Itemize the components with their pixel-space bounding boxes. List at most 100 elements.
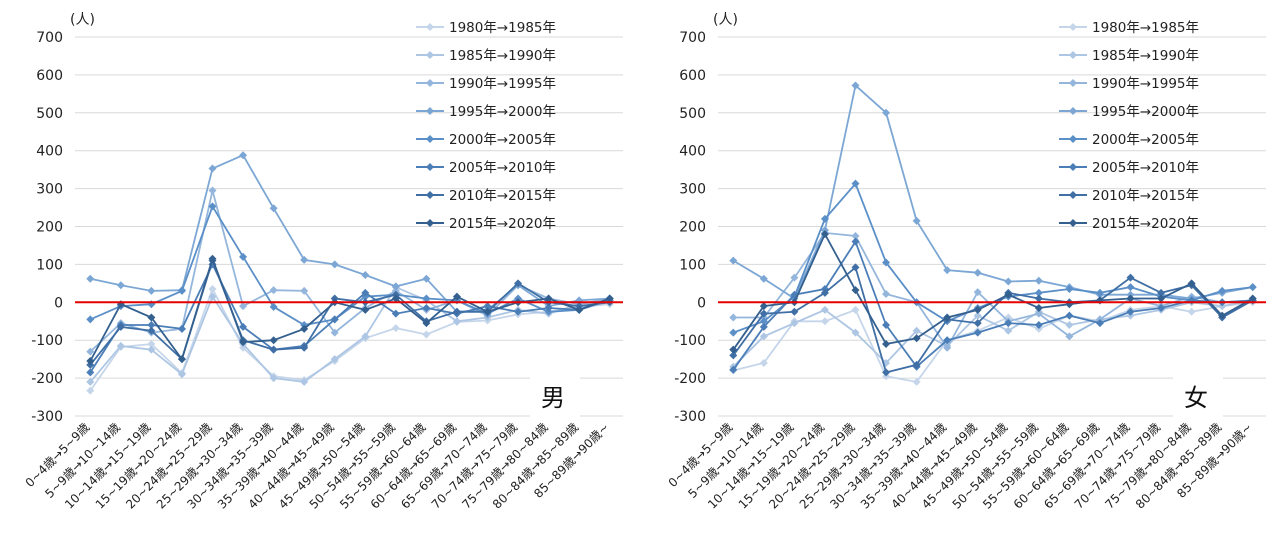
data-point <box>1065 321 1074 330</box>
data-point <box>1034 321 1043 330</box>
data-point <box>208 285 217 294</box>
y-tick-label: 200 <box>679 220 706 236</box>
data-point <box>1034 309 1043 318</box>
data-point <box>391 324 400 333</box>
data-point <box>1248 294 1257 303</box>
data-point <box>729 328 738 337</box>
y-tick-label: -100 <box>31 333 63 349</box>
data-point <box>790 319 799 328</box>
panel-label: 女 <box>1184 384 1208 412</box>
series-line <box>732 181 1253 334</box>
y-tick-label: 700 <box>36 30 63 46</box>
data-point <box>759 358 768 367</box>
data-point <box>208 292 217 301</box>
data-point <box>116 322 125 331</box>
data-point <box>422 294 431 303</box>
chart-panel-male: 7006005004003002001000-100-200-300(人)0~4… <box>23 12 623 512</box>
data-point <box>452 292 461 301</box>
legend-marker <box>426 79 434 87</box>
legend-marker <box>426 219 434 227</box>
data-point <box>300 286 309 295</box>
data-point <box>729 365 738 374</box>
legend-marker <box>1069 135 1077 143</box>
data-point <box>361 271 370 280</box>
y-tick-label: 200 <box>36 220 63 236</box>
data-point <box>177 370 186 379</box>
data-point <box>882 321 891 330</box>
data-point <box>1218 286 1227 295</box>
data-point <box>86 347 95 356</box>
data-point <box>1218 311 1227 320</box>
legend-label: 2005年→2010年 <box>449 160 556 176</box>
legend-label: 2000年→2005年 <box>449 132 556 148</box>
legend-label: 1990年→1995年 <box>1092 76 1199 92</box>
data-point <box>1187 307 1196 316</box>
y-unit-label: (人) <box>713 12 738 28</box>
data-point <box>147 326 156 335</box>
data-point <box>116 341 125 350</box>
data-point <box>1126 307 1135 316</box>
series-line <box>89 286 610 392</box>
data-point <box>544 294 553 303</box>
data-point <box>361 332 370 341</box>
data-point <box>820 305 829 314</box>
series-line <box>732 299 1253 368</box>
data-point <box>759 317 768 326</box>
data-point <box>943 266 952 275</box>
y-tick-label: 500 <box>679 106 706 122</box>
series-line <box>733 231 1253 350</box>
data-point <box>1126 283 1135 292</box>
y-tick-label: 0 <box>54 295 63 311</box>
legend-label: 2010年→2015年 <box>1092 188 1199 204</box>
legend-label: 1985年→1990年 <box>1092 48 1199 64</box>
y-tick-label: 700 <box>679 30 706 46</box>
legend-marker <box>426 135 434 143</box>
data-point <box>177 324 186 333</box>
data-point <box>1095 319 1104 328</box>
data-point <box>851 286 860 295</box>
data-point <box>391 282 400 291</box>
data-point <box>239 322 248 331</box>
y-tick-label: 400 <box>36 144 63 160</box>
y-tick-label: 0 <box>697 295 706 311</box>
data-point <box>86 274 95 283</box>
data-point <box>882 108 891 117</box>
data-point <box>851 305 860 314</box>
data-point <box>1034 276 1043 285</box>
data-point <box>300 324 309 333</box>
data-point <box>729 313 738 322</box>
legend-marker <box>1069 163 1077 171</box>
series-line <box>90 154 610 313</box>
y-tick-label: -200 <box>31 371 63 387</box>
data-point <box>239 302 248 311</box>
data-point <box>729 351 738 360</box>
data-point <box>208 164 217 173</box>
data-point <box>759 309 768 318</box>
y-tick-label: 400 <box>679 144 706 160</box>
y-tick-label: -300 <box>31 409 63 425</box>
data-point <box>147 313 156 322</box>
data-point <box>1034 288 1043 297</box>
data-point <box>86 368 95 377</box>
data-point <box>269 286 278 295</box>
data-point <box>851 263 860 272</box>
legend-marker <box>1069 23 1077 31</box>
data-point <box>422 274 431 283</box>
data-point <box>330 328 339 337</box>
series-line <box>732 239 1253 371</box>
series-line <box>732 265 1254 374</box>
data-point <box>116 281 125 290</box>
data-point <box>483 302 492 311</box>
data-point <box>1157 294 1166 303</box>
panel-label: 男 <box>541 384 565 412</box>
data-point <box>1034 303 1043 312</box>
data-point <box>973 268 982 277</box>
data-point <box>514 307 523 316</box>
data-point <box>147 345 156 354</box>
legend-marker <box>426 23 434 31</box>
data-point <box>391 294 400 303</box>
data-point <box>820 214 829 223</box>
data-point <box>208 254 217 263</box>
y-tick-label: -200 <box>674 371 706 387</box>
series-line <box>89 257 610 366</box>
